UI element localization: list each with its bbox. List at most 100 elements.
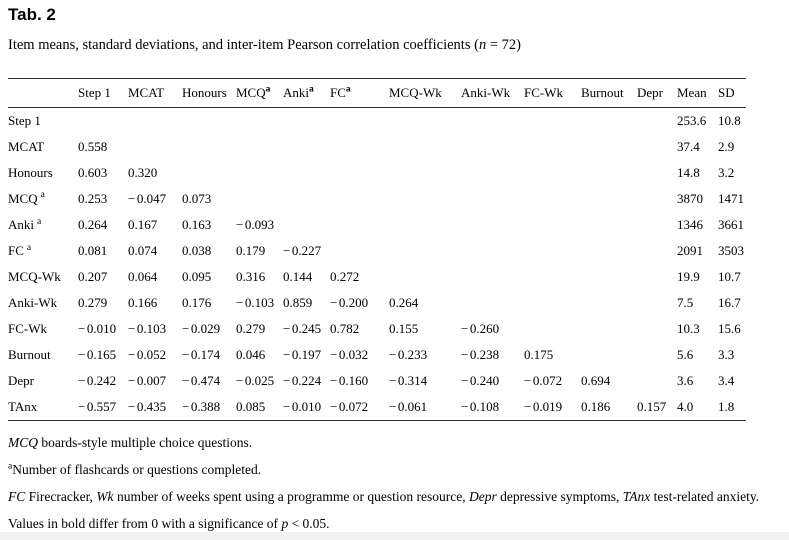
minus-sign: − bbox=[236, 216, 244, 232]
corr-value-cell: −0.108 bbox=[461, 399, 500, 415]
corr-value-cell bbox=[389, 160, 461, 186]
corr-value-cell bbox=[389, 212, 461, 238]
minus-sign: − bbox=[78, 347, 86, 363]
minus-sign: − bbox=[78, 321, 86, 337]
corr-value-cell: 0.603 bbox=[78, 164, 108, 180]
row-header-label: Anki-Wk bbox=[8, 295, 58, 311]
corr-value-cell: 0.144 bbox=[283, 269, 313, 284]
corr-value-cell: −0.007 bbox=[128, 373, 167, 389]
column-header-label: Anki bbox=[283, 85, 309, 100]
corr-value-cell bbox=[330, 212, 389, 238]
corr-value-cell bbox=[524, 134, 581, 160]
corr-value-cell: 0.207 bbox=[78, 269, 108, 284]
row-header-label: FC bbox=[8, 242, 24, 258]
corr-value-cell: −0.160 bbox=[330, 373, 369, 389]
mean-cell: 5.6 bbox=[677, 347, 694, 363]
column-header-label: Depr bbox=[637, 85, 663, 100]
corr-value-cell bbox=[128, 134, 182, 160]
column-header-label: MCAT bbox=[128, 85, 165, 100]
text-segment: Number of flashcards or questions comple… bbox=[12, 462, 262, 477]
minus-sign: − bbox=[128, 347, 136, 363]
corr-value-cell: 0.167 bbox=[128, 216, 158, 232]
footnote: aNumber of flashcards or questions compl… bbox=[8, 456, 789, 483]
column-header: MCAT bbox=[128, 79, 182, 108]
text-segment: = 72) bbox=[486, 37, 521, 53]
text-segment: test-related anxiety. bbox=[650, 489, 760, 504]
corr-value-cell: 0.279 bbox=[78, 295, 108, 311]
row-header: FC-Wk bbox=[8, 316, 78, 342]
corr-value-cell bbox=[637, 238, 677, 264]
column-header-label: Burnout bbox=[581, 85, 624, 100]
minus-sign: − bbox=[461, 373, 469, 389]
minus-sign: − bbox=[330, 373, 338, 389]
mean-cell: 19.9 bbox=[677, 269, 700, 284]
corr-value-cell: −0.072 bbox=[524, 373, 563, 389]
corr-value-cell: 0.320 bbox=[128, 164, 158, 180]
corr-value-cell: 0.179 bbox=[236, 242, 266, 258]
row-header: Anki-Wk bbox=[8, 290, 78, 316]
mean-cell: 2091 bbox=[677, 242, 703, 258]
corr-value-cell: 0.186 bbox=[581, 399, 611, 415]
row-header-label: MCAT bbox=[8, 138, 45, 154]
minus-sign: − bbox=[236, 295, 244, 311]
corr-value-cell: −0.010 bbox=[283, 399, 322, 415]
corr-value-cell: −0.260 bbox=[461, 321, 500, 337]
corr-value-cell bbox=[461, 290, 524, 316]
table-title: Tab. 2 bbox=[8, 5, 56, 24]
column-header-label: FC-Wk bbox=[524, 85, 563, 100]
corr-value-cell: −0.029 bbox=[182, 321, 221, 337]
corr-value-cell bbox=[236, 160, 283, 186]
sd-cell: 1.8 bbox=[718, 399, 735, 415]
superscript-marker: a bbox=[8, 461, 13, 472]
minus-sign: − bbox=[283, 373, 291, 389]
corr-value-cell: −0.227 bbox=[283, 242, 322, 258]
corr-value-cell: −0.032 bbox=[330, 347, 369, 363]
sd-cell: 16.7 bbox=[718, 295, 741, 311]
corr-value-cell bbox=[461, 186, 524, 212]
corr-value-cell: 0.264 bbox=[389, 295, 419, 311]
column-header-label: Anki-Wk bbox=[461, 85, 511, 100]
table-row: MCQ a 0.253−0.047 0.073 3870 1471 bbox=[8, 186, 746, 212]
corr-value-cell bbox=[581, 238, 637, 264]
corr-value-cell: 0.157 bbox=[637, 399, 667, 415]
row-header-label: Step 1 bbox=[8, 112, 41, 128]
corr-value-cell bbox=[461, 160, 524, 186]
text-segment: boards-style multiple choice questions. bbox=[38, 435, 253, 450]
column-header: Mean bbox=[677, 79, 718, 108]
minus-sign: − bbox=[182, 347, 190, 363]
row-header: Honours bbox=[8, 160, 78, 186]
column-header: Depr bbox=[637, 79, 677, 108]
corr-value-cell bbox=[330, 134, 389, 160]
corr-value-cell bbox=[637, 368, 677, 394]
corr-value-cell: 0.253 bbox=[78, 190, 108, 206]
corr-value-cell: 0.046 bbox=[236, 347, 266, 363]
minus-sign: − bbox=[389, 347, 397, 363]
corr-value-cell bbox=[330, 186, 389, 212]
table-row: Step 1 253.6 10.8 bbox=[8, 108, 746, 134]
row-header-label: MCQ-Wk bbox=[8, 269, 61, 284]
sd-cell: 10.7 bbox=[718, 269, 741, 284]
table-row: MCAT 0.558 37.4 2.9 bbox=[8, 134, 746, 160]
mean-cell: 4.0 bbox=[677, 399, 694, 415]
corr-value-cell bbox=[389, 108, 461, 134]
sd-cell: 3.2 bbox=[718, 164, 735, 180]
text-segment: p bbox=[281, 516, 289, 531]
corr-value-cell bbox=[236, 108, 283, 134]
row-header: MCQ a bbox=[8, 186, 78, 212]
corr-value-cell: 0.081 bbox=[78, 242, 108, 258]
corr-value-cell bbox=[389, 238, 461, 264]
corr-value-cell bbox=[524, 212, 581, 238]
corr-value-cell bbox=[524, 290, 581, 316]
superscript-marker: a bbox=[309, 84, 314, 95]
corr-value-cell bbox=[283, 160, 330, 186]
correlation-table: Step 1 MCAT Honours MCQa Ankia FCa MCQ-Wk Anki-… bbox=[8, 78, 746, 421]
corr-value-cell: −0.174 bbox=[182, 347, 221, 363]
corr-value-cell: −0.010 bbox=[78, 321, 117, 337]
minus-sign: − bbox=[182, 373, 190, 389]
corr-value-cell: −0.103 bbox=[128, 321, 167, 337]
corr-value-cell bbox=[637, 212, 677, 238]
column-header: Burnout bbox=[581, 79, 637, 108]
corr-value-cell bbox=[128, 108, 182, 134]
column-header-label: FC bbox=[330, 85, 346, 100]
